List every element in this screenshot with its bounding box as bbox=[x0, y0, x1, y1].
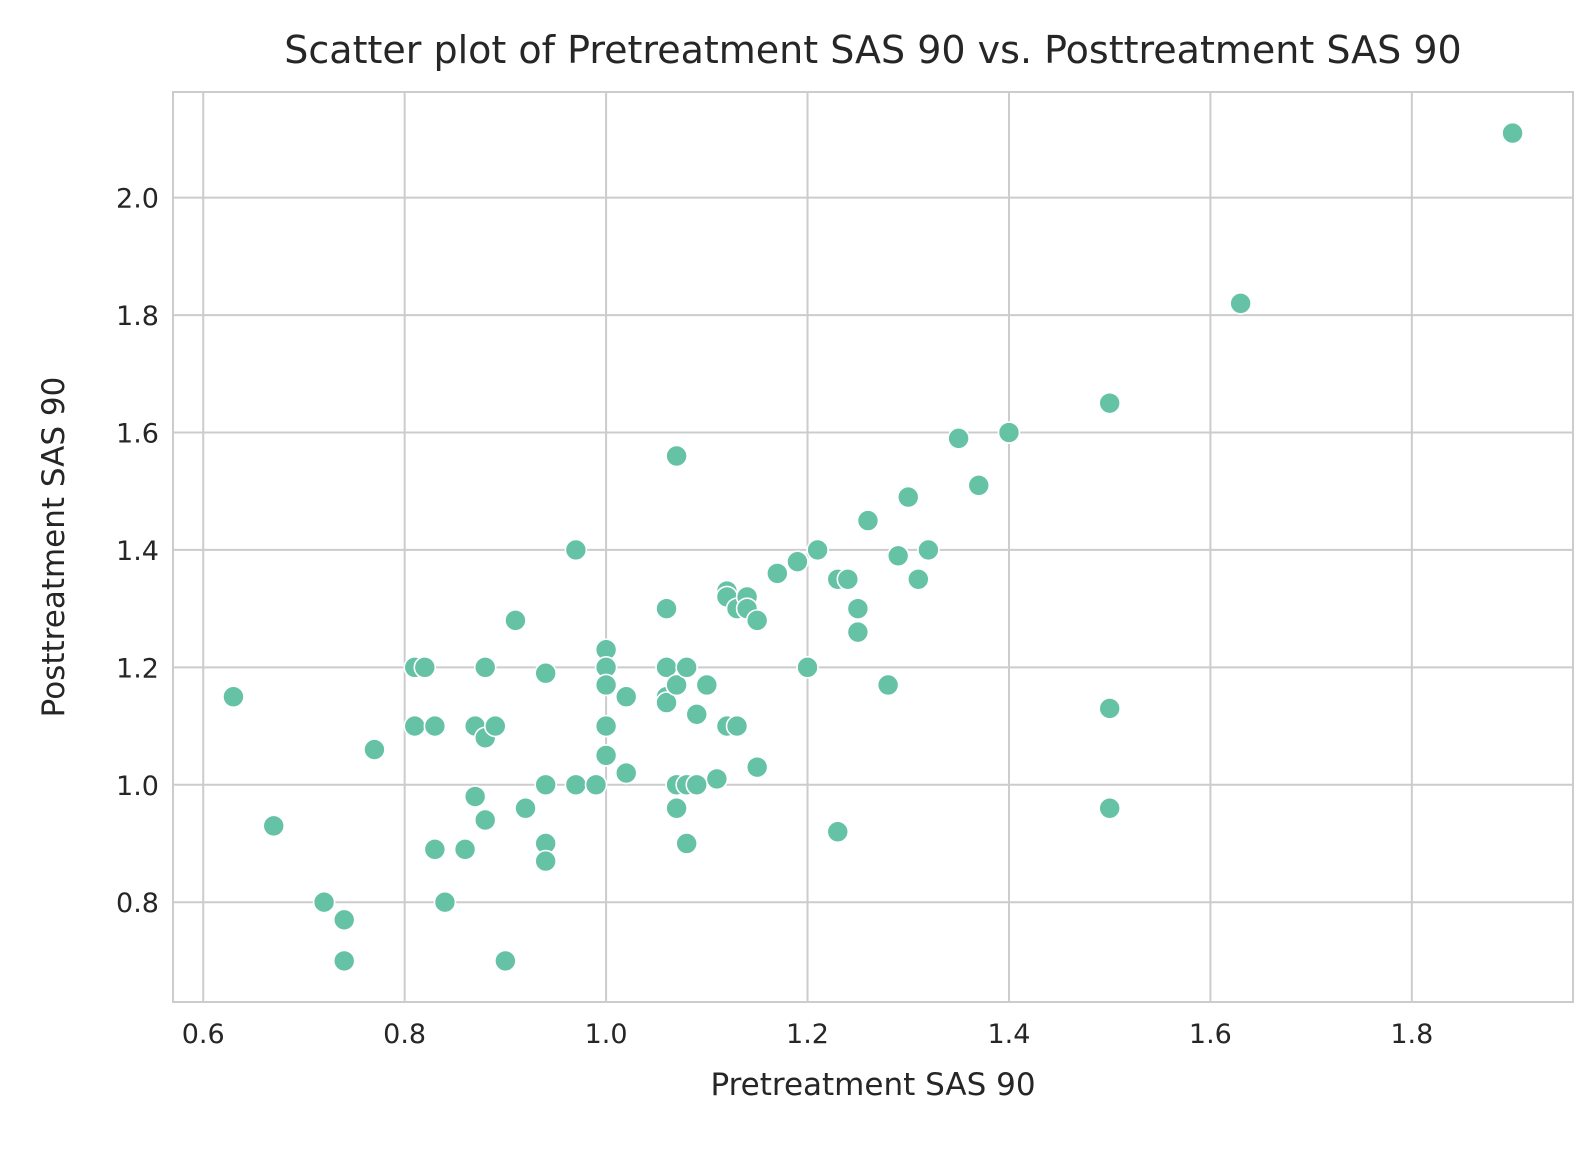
data-point bbox=[584, 773, 608, 797]
data-point bbox=[1098, 697, 1121, 720]
data-point bbox=[473, 656, 497, 679]
data-point bbox=[745, 755, 769, 779]
x-tick-label: 1.8 bbox=[1390, 1019, 1433, 1050]
data-point bbox=[413, 656, 437, 679]
data-point bbox=[665, 673, 688, 697]
data-point bbox=[886, 544, 910, 568]
x-tick-labels: 0.6 0.8 1.0 1.2 1.4 1.6 1.8 bbox=[182, 1019, 1434, 1050]
data-point bbox=[675, 656, 698, 679]
data-point bbox=[1098, 796, 1121, 820]
y-gridlines bbox=[173, 196, 1573, 904]
data-point bbox=[1098, 391, 1121, 415]
data-point bbox=[594, 714, 618, 738]
data-point bbox=[564, 773, 588, 797]
data-point bbox=[614, 761, 638, 785]
data-point bbox=[806, 538, 829, 562]
data-point bbox=[846, 597, 870, 620]
data-point bbox=[675, 832, 698, 855]
data-point bbox=[745, 609, 769, 632]
data-point bbox=[997, 421, 1021, 444]
x-tick-label: 1.4 bbox=[987, 1019, 1030, 1050]
data-point bbox=[655, 597, 678, 620]
data-point bbox=[594, 673, 618, 697]
plot-frame bbox=[172, 91, 1574, 1003]
data-point bbox=[917, 538, 940, 562]
y-tick-labels: 0.8 1.0 1.2 1.4 1.6 1.8 2.0 bbox=[116, 184, 159, 920]
data-point bbox=[1501, 121, 1524, 145]
y-tick-label: 1.8 bbox=[116, 301, 159, 332]
y-tick-label: 1.0 bbox=[116, 771, 159, 802]
data-point bbox=[262, 814, 286, 838]
data-points bbox=[222, 121, 1524, 973]
data-point bbox=[484, 714, 507, 738]
y-tick-label: 0.8 bbox=[116, 888, 159, 919]
data-point bbox=[332, 908, 356, 932]
data-point bbox=[947, 427, 970, 450]
data-point bbox=[796, 656, 819, 679]
data-point bbox=[876, 673, 900, 697]
data-point bbox=[433, 890, 457, 914]
data-point bbox=[695, 673, 719, 697]
data-point bbox=[453, 838, 477, 861]
data-point bbox=[614, 685, 638, 709]
data-point bbox=[403, 714, 427, 738]
x-axis-label: Pretreatment SAS 90 bbox=[710, 1067, 1035, 1103]
data-point bbox=[836, 567, 860, 591]
data-point bbox=[514, 796, 537, 820]
data-point bbox=[534, 773, 557, 797]
data-point bbox=[655, 691, 678, 714]
data-point bbox=[907, 567, 930, 591]
data-point bbox=[363, 738, 386, 761]
y-tick-label: 1.6 bbox=[116, 419, 159, 450]
x-tick-label: 1.6 bbox=[1189, 1019, 1232, 1050]
data-point bbox=[494, 949, 517, 973]
y-axis-label: Posttreatment SAS 90 bbox=[36, 377, 72, 718]
data-point bbox=[504, 609, 527, 632]
chart-title: Scatter plot of Pretreatment SAS 90 vs. … bbox=[284, 28, 1461, 72]
data-point bbox=[423, 838, 447, 861]
data-point bbox=[594, 744, 618, 767]
data-point bbox=[846, 620, 870, 644]
y-tick-label: 1.4 bbox=[116, 536, 159, 567]
data-point bbox=[856, 509, 880, 532]
x-tick-label: 0.8 bbox=[383, 1019, 426, 1050]
data-point bbox=[786, 550, 809, 573]
data-point bbox=[534, 661, 557, 685]
data-point bbox=[222, 685, 245, 709]
data-point bbox=[665, 444, 688, 468]
data-point bbox=[473, 808, 497, 832]
x-gridlines bbox=[202, 92, 1413, 1002]
data-point bbox=[423, 714, 447, 738]
data-point bbox=[312, 890, 336, 914]
data-point bbox=[534, 849, 557, 873]
x-tick-label: 0.6 bbox=[182, 1019, 225, 1050]
data-point bbox=[705, 767, 729, 791]
data-point bbox=[766, 562, 789, 585]
data-point bbox=[685, 773, 709, 797]
data-point bbox=[685, 703, 709, 726]
data-point bbox=[463, 785, 487, 808]
x-tick-label: 1.0 bbox=[585, 1019, 628, 1050]
x-tick-label: 1.2 bbox=[786, 1019, 829, 1050]
y-tick-label: 1.2 bbox=[116, 653, 159, 684]
data-point bbox=[564, 538, 588, 562]
y-tick-label: 2.0 bbox=[116, 184, 159, 215]
data-point bbox=[725, 714, 749, 738]
data-point bbox=[967, 474, 991, 497]
data-point bbox=[1229, 292, 1252, 315]
data-point bbox=[826, 820, 850, 844]
data-point bbox=[332, 949, 356, 973]
data-point bbox=[665, 796, 688, 820]
data-point bbox=[896, 485, 920, 509]
